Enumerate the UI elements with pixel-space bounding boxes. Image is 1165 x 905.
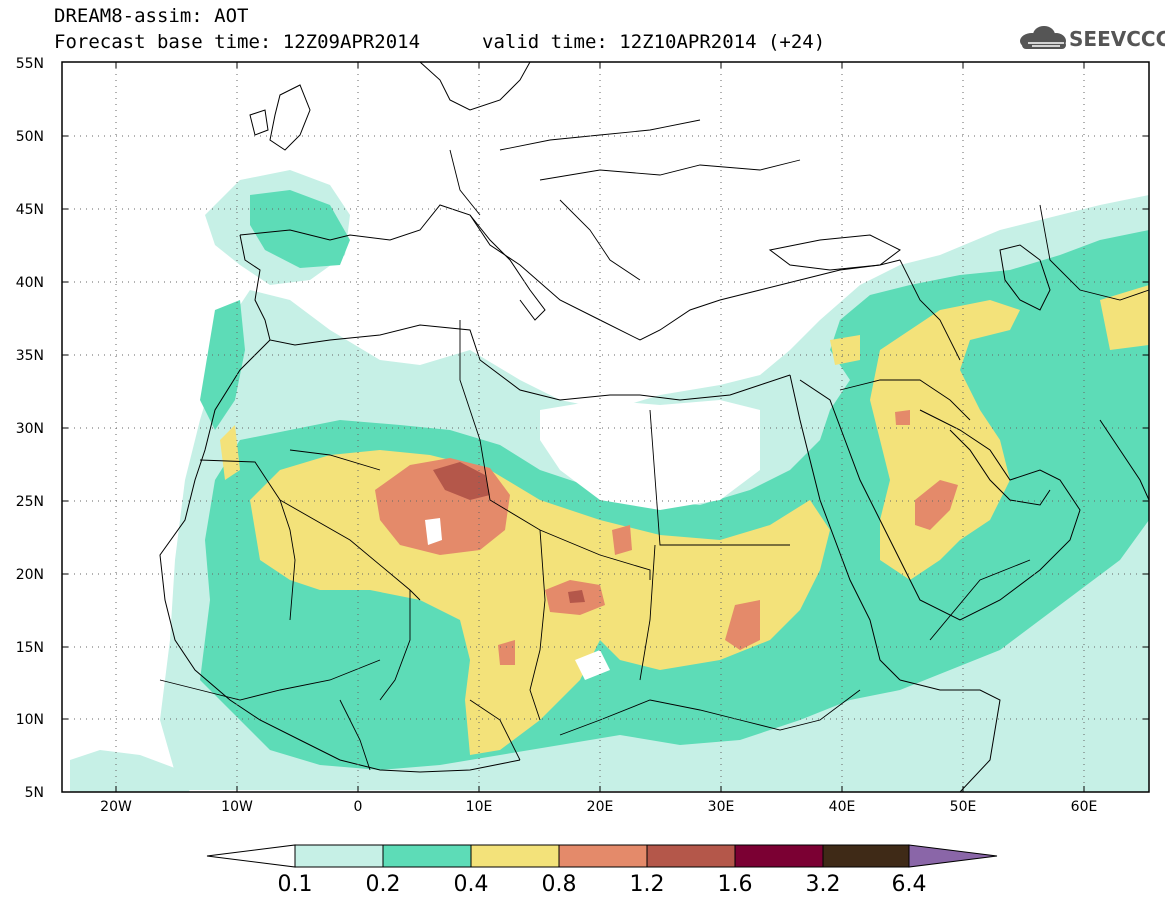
latitude-labels: 55N 50N 45N 40N 35N 30N 25N 20N 15N 10N … xyxy=(16,56,44,801)
coastlines xyxy=(159,62,1149,792)
colorbar-swatch xyxy=(908,844,998,868)
longitude-labels: 20W 10W 0 10E 20E 30E 40E 50E 60E xyxy=(100,799,1097,815)
lon-label: 50E xyxy=(950,799,977,815)
colorbar-swatch xyxy=(646,844,736,868)
map-title: DREAM8-assim: AOT xyxy=(54,5,249,27)
lat-label: 45N xyxy=(16,202,44,218)
lat-label: 30N xyxy=(16,421,44,437)
colorbar-label: 1.6 xyxy=(718,872,753,897)
lon-label: 10E xyxy=(466,799,493,815)
colorbar-swatch xyxy=(822,844,910,868)
aot-contour-1.2 xyxy=(433,462,585,603)
colorbar-label: 6.4 xyxy=(892,872,927,897)
lon-label: 60E xyxy=(1071,799,1098,815)
lon-label: 20W xyxy=(100,799,132,815)
axis-ticks xyxy=(62,62,1149,792)
forecast-base-time: Forecast base time: 12Z09APR2014 xyxy=(54,31,421,53)
lon-label: 10W xyxy=(221,799,253,815)
colorbar-label: 1.2 xyxy=(630,872,665,897)
colorbar-label: 0.2 xyxy=(366,872,401,897)
lon-label: 0 xyxy=(354,799,363,815)
lon-label: 20E xyxy=(587,799,614,815)
colorbar-label: 3.2 xyxy=(806,872,841,897)
lat-label: 25N xyxy=(16,494,44,510)
colorbar-label: 0.8 xyxy=(542,872,577,897)
lat-label: 55N xyxy=(16,56,44,72)
colorbar-swatch xyxy=(470,844,560,868)
lon-label: 40E xyxy=(829,799,856,815)
colorbar-swatch xyxy=(382,844,472,868)
cloud-icon xyxy=(1020,26,1066,49)
colorbar-swatch xyxy=(294,844,384,868)
map-frame xyxy=(61,61,1150,793)
borders xyxy=(159,119,1149,771)
colorbar-label: 0.1 xyxy=(278,872,313,897)
colorbar-swatch xyxy=(206,844,296,868)
seevccc-logo: SEEVCCC xyxy=(1069,27,1165,51)
lat-label: 20N xyxy=(16,567,44,583)
colorbar-swatch xyxy=(734,844,824,868)
colorbar-label: 0.4 xyxy=(454,872,489,897)
lat-label: 15N xyxy=(16,640,44,656)
valid-time: valid time: 12Z10APR2014 (+24) xyxy=(482,31,826,53)
lon-label: 30E xyxy=(708,799,735,815)
lat-label: 5N xyxy=(25,785,44,801)
colorbar-swatch xyxy=(558,844,648,868)
lat-label: 10N xyxy=(16,712,44,728)
lat-label: 35N xyxy=(16,348,44,364)
colorbar: 0.1 0.2 0.4 0.8 1.2 1.6 3.2 6.4 xyxy=(206,844,998,897)
lat-label: 50N xyxy=(16,129,44,145)
lat-label: 40N xyxy=(16,275,44,291)
aot-field xyxy=(70,170,1149,792)
